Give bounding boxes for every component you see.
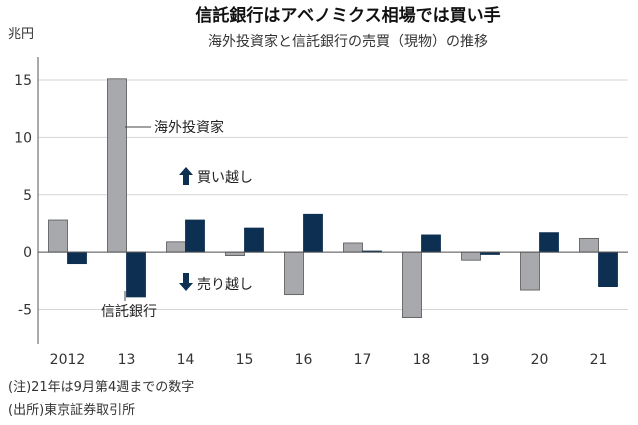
bar-foreign-18 (402, 251, 422, 318)
y-tick-label: -5 (18, 303, 32, 319)
x-tick-label: 15 (236, 352, 254, 368)
x-tick-label: 14 (177, 352, 195, 368)
bar-foreign-16 (284, 251, 304, 296)
y-tick-label: 0 (23, 245, 32, 261)
bar-trust-14 (185, 219, 205, 253)
x-tick-label: 2012 (50, 352, 86, 368)
x-tick-label: 18 (413, 352, 431, 368)
y-tick-label: 5 (23, 188, 32, 204)
bar-foreign-21 (579, 237, 599, 253)
down-arrow-icon (179, 273, 193, 291)
series-label-trust: 信託銀行 (101, 304, 157, 320)
bar-trust-2012 (67, 251, 87, 265)
bar-foreign-2012 (48, 219, 68, 253)
sell-label: 売り越し (197, 277, 253, 293)
source-text: (出所)東京証券取引所 (8, 402, 135, 418)
x-tick-label: 21 (590, 352, 608, 368)
chart-title: 信託銀行はアベノミクス相場では買い手 (195, 5, 500, 26)
up-arrow-icon (179, 167, 193, 185)
x-tick-label: 19 (472, 352, 490, 368)
bar-trust-21 (598, 251, 618, 288)
y-tick-label: 10 (14, 130, 32, 146)
buy-label: 買い越し (197, 170, 253, 186)
bar-trust-13 (126, 251, 146, 298)
chart-subtitle: 海外投資家と信託銀行の売買（現物）の推移 (208, 33, 488, 50)
bar-trust-18 (421, 234, 441, 253)
x-tick-label: 13 (118, 352, 136, 368)
bar-trust-20 (539, 232, 559, 253)
bar-foreign-13 (107, 78, 127, 253)
x-tick-label: 16 (295, 352, 313, 368)
x-tick-label: 20 (531, 352, 549, 368)
bar-trust-15 (244, 227, 264, 253)
y-tick-label: 15 (14, 73, 32, 89)
bar-foreign-15 (225, 251, 245, 257)
bar-foreign-19 (461, 251, 481, 261)
note-text: (注)21年は9月第4週までの数字 (8, 380, 194, 395)
bar-foreign-14 (166, 241, 186, 253)
bar-foreign-17 (343, 242, 363, 253)
y-axis-unit: 兆円 (8, 27, 34, 42)
bar-foreign-20 (520, 251, 540, 291)
series-label-foreign: 海外投資家 (154, 119, 224, 136)
bar-trust-16 (303, 213, 323, 253)
x-tick-label: 17 (354, 352, 372, 368)
